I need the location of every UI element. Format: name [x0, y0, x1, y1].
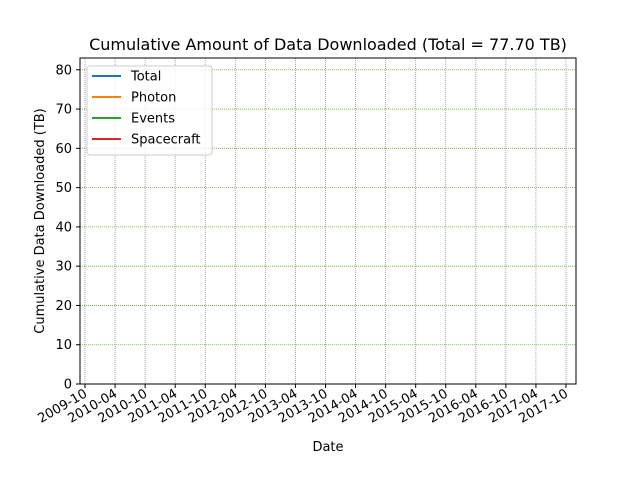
legend-entry: Spacecraft [92, 133, 201, 148]
chart-title: Cumulative Amount of Data Downloaded (To… [89, 35, 567, 54]
legend: Total Photon Events Spacecraft [86, 65, 213, 156]
y-tick-label: 70 [55, 103, 72, 118]
y-axis: 0 10 20 30 40 50 60 70 80 [55, 63, 80, 393]
y-tick-label: 10 [55, 338, 72, 353]
legend-entry: Photon [92, 91, 176, 106]
y-tick-label: 60 [55, 142, 72, 157]
y-tick-label: 50 [55, 181, 72, 196]
legend-label: Events [131, 112, 175, 127]
legend-label: Photon [131, 91, 176, 106]
y-tick-label: 80 [55, 63, 72, 78]
y-axis-title: Cumulative Data Downloaded (TB) [33, 108, 48, 334]
y-tick-label: 30 [55, 260, 72, 275]
legend-label: Total [130, 70, 161, 85]
legend-box [86, 65, 213, 156]
plot-area-frame [79, 57, 577, 385]
legend-entry: Events [92, 112, 175, 127]
legend-label: Spacecraft [131, 133, 201, 148]
x-axis-title: Date [312, 440, 343, 455]
y-tick-label: 40 [55, 220, 72, 235]
legend-entry: Total [92, 70, 161, 85]
y-tick-label: 0 [64, 378, 72, 393]
y-tick-label: 20 [55, 299, 72, 314]
